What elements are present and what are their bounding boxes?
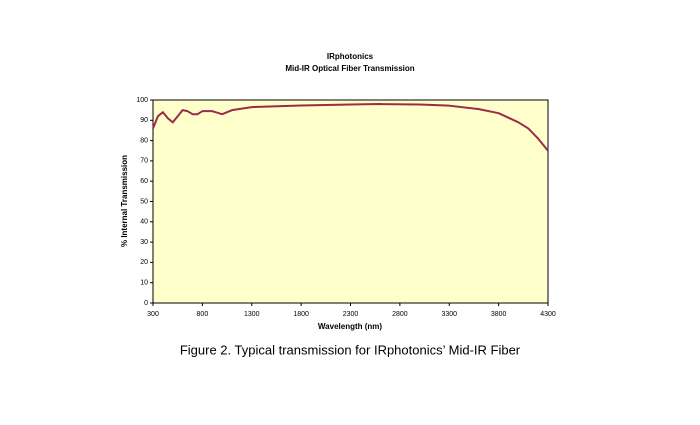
x-tick-label: 1300 xyxy=(244,311,260,318)
y-tick-label: 40 xyxy=(140,219,148,226)
y-tick-label: 100 xyxy=(136,97,148,104)
x-tick-label: 2800 xyxy=(392,311,408,318)
y-tick-label: 90 xyxy=(140,117,148,124)
x-tick-label: 4300 xyxy=(540,311,556,318)
x-tick-label: 3300 xyxy=(441,311,457,318)
y-tick-label: 30 xyxy=(140,239,148,246)
y-tick-label: 20 xyxy=(140,259,148,266)
y-tick-label: 50 xyxy=(140,198,148,205)
y-tick-label: 10 xyxy=(140,280,148,287)
data-line xyxy=(152,103,549,152)
caption: Figure 2. Typical transmission for IRpho… xyxy=(180,342,521,357)
x-tick-label: 300 xyxy=(147,311,159,318)
x-tick-label: 1800 xyxy=(293,311,309,318)
y-axis-label: % Internal Transmission xyxy=(120,155,129,247)
y-tick-label: 0 xyxy=(144,300,148,307)
y-tick-label: 70 xyxy=(140,158,148,165)
chart-title: IRphotonics xyxy=(327,52,374,61)
y-tick-label: 60 xyxy=(140,178,148,185)
x-tick-label: 800 xyxy=(197,311,209,318)
x-tick-label: 2300 xyxy=(343,311,359,318)
x-tick-label: 3800 xyxy=(491,311,507,318)
y-tick-label: 80 xyxy=(140,137,148,144)
x-axis-label: Wavelength (nm) xyxy=(318,322,382,331)
plot-area xyxy=(152,99,549,304)
chart-subtitle: Mid-IR Optical Fiber Transmission xyxy=(285,64,414,73)
